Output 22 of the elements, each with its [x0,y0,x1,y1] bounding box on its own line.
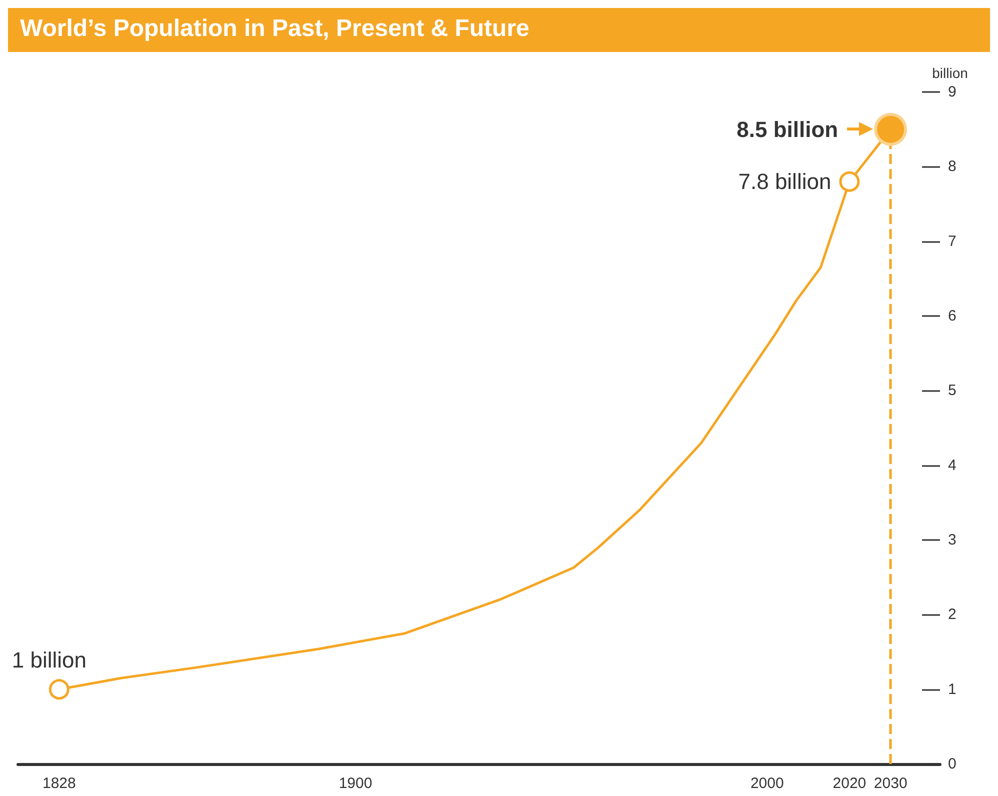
y-tick-label: 3 [948,532,956,548]
y-tick-label: 4 [948,456,956,474]
x-tick-label: 2000 [750,775,784,792]
y-tick-label: 1 [948,680,956,698]
annotation: 7.8 billion [738,169,832,194]
point [839,171,860,192]
chart-title: World’s Population in Past, Present & Future [8,8,990,52]
y-tick-label: 2 [948,606,956,624]
y-axis-title: billion [932,65,968,81]
x-tick-label: 2020 [832,775,866,792]
y-tick-label: 5 [948,382,956,400]
x-tick-label: 1828 [42,775,76,792]
point [48,679,70,700]
x-tick-label: 1900 [338,775,372,792]
annotation: 1 billion [12,648,86,673]
y-tick-label: 7 [948,232,956,250]
annotation: 8.5 billion [736,116,838,142]
y-tick-label: 0 [948,756,956,772]
x-tick-label: 2030 [874,775,908,792]
y-tick-label: 8 [948,158,956,176]
y-tick-label: 6 [948,308,956,324]
y-tick-label: 9 [948,84,956,100]
